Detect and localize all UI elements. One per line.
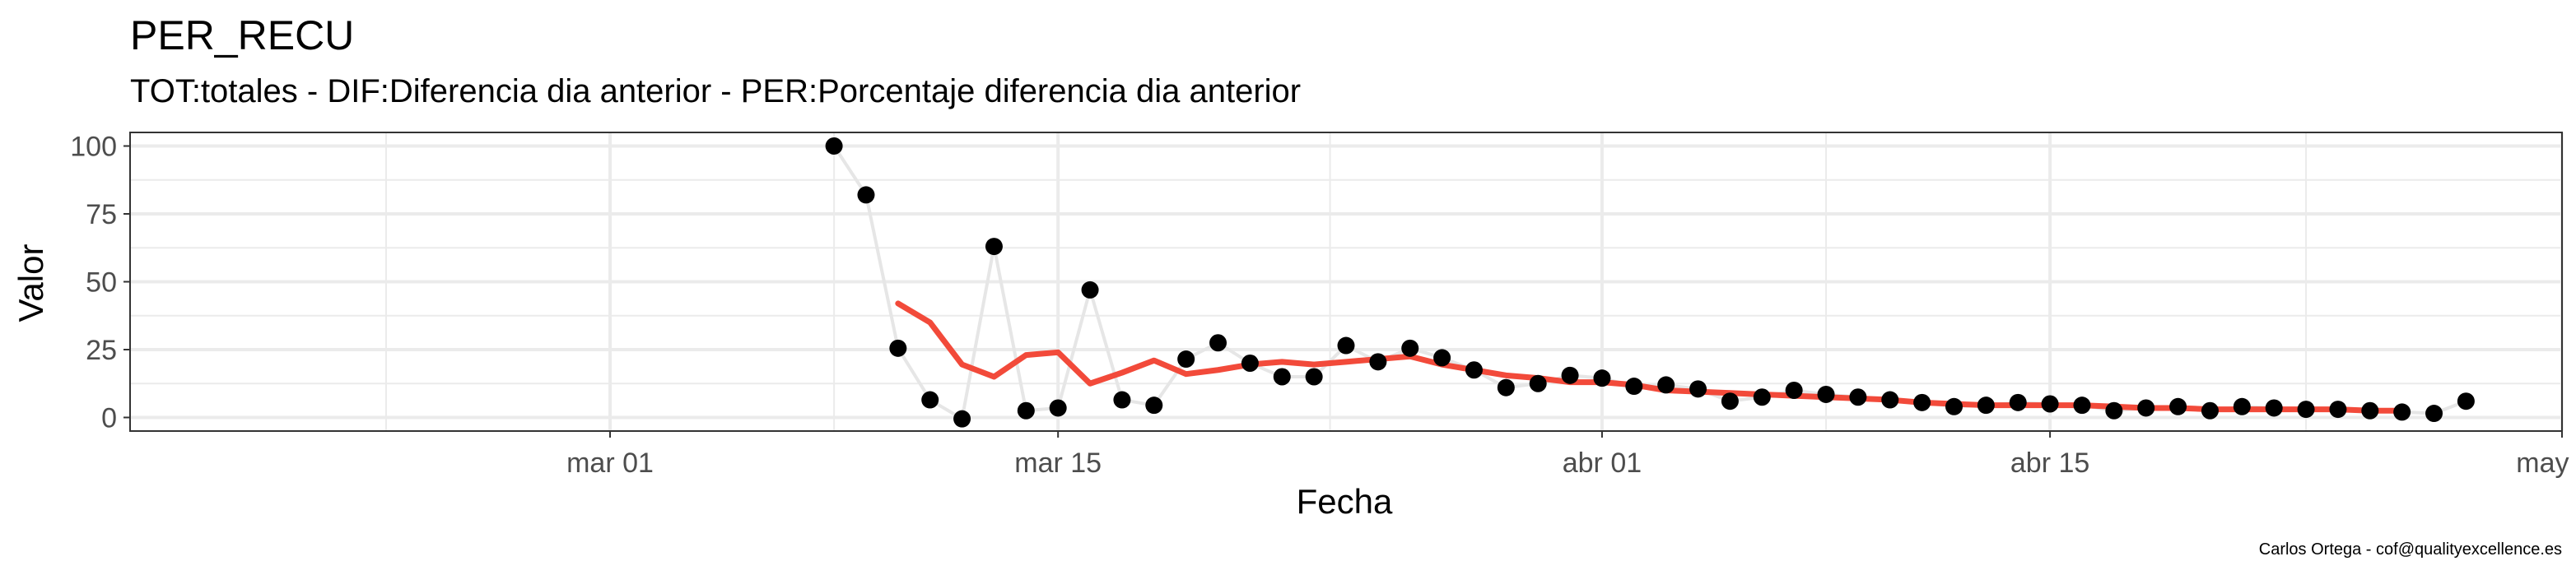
data-point [2041,395,2059,413]
data-point [1721,392,1739,410]
data-point [1017,401,1035,420]
data-point [1529,374,1547,392]
y-tick-label: 0 [101,403,117,434]
data-point [1657,376,1675,394]
y-axis: 0 25 50 75 100 [70,132,130,434]
data-point [857,186,875,204]
raw-series-points [825,137,2475,428]
y-tick-label: 100 [70,132,117,163]
data-point [1913,393,1931,411]
data-point [2329,401,2347,419]
chart-subtitle: TOT:totales - DIF:Diferencia dia anterio… [130,73,1301,109]
data-point [1209,334,1227,352]
data-point [1817,385,1835,403]
data-point [2201,401,2219,420]
data-point [1881,391,1899,409]
x-tick-label: abr 15 [2010,447,2089,479]
data-point [1433,349,1451,367]
plot-panel [129,132,2564,432]
data-point [1369,353,1387,371]
x-tick-label: may 01 [2516,447,2576,479]
chart-title: PER_RECU [130,12,354,58]
data-point [1593,369,1611,387]
data-point [1305,368,1323,386]
y-tick-label: 25 [86,335,117,366]
x-tick-label: abr 01 [1563,447,1642,479]
data-point [2425,405,2443,423]
data-point [985,238,1003,256]
chart-caption: Carlos Ortega - cof@qualityexcellence.es [2259,540,2562,559]
data-point [953,410,971,428]
y-axis-title: Valor [12,244,50,322]
data-point [2361,401,2379,420]
data-point [1689,380,1707,398]
data-point [1785,382,1803,399]
data-point [1177,350,1195,369]
data-point [1049,399,1067,417]
data-point [1625,378,1643,396]
grid-major [130,132,2564,431]
data-point [825,137,843,155]
data-point [889,339,907,357]
data-point [2073,396,2091,415]
data-point [1337,336,1355,355]
data-point [2233,397,2251,415]
x-axis-title: Fecha [1297,482,1393,521]
data-point [2105,401,2123,420]
data-point [2457,392,2475,410]
data-point [1241,355,1259,372]
data-point [1465,361,1483,379]
data-point [1561,366,1579,384]
x-axis: mar 01 mar 15 abr 01 abr 15 may 01 [566,431,2576,479]
data-point [1401,339,1419,357]
data-point [921,391,939,409]
grid-minor [130,132,2562,431]
data-point [2265,399,2283,417]
data-point [1273,368,1291,386]
data-point [1977,396,1995,415]
y-tick-label: 50 [86,267,117,299]
data-point [1497,378,1515,396]
x-tick-label: mar 15 [1014,447,1102,479]
data-point [1081,281,1099,299]
data-point [2393,403,2411,421]
data-point [2297,401,2315,419]
data-point [2169,397,2187,415]
data-point [2009,393,2027,411]
data-point [1113,391,1131,409]
y-tick-label: 75 [86,199,117,230]
data-point [2137,399,2155,417]
data-point [1849,388,1867,406]
data-point [1753,388,1771,406]
data-point [1145,396,1163,415]
data-point [1945,397,1963,415]
x-tick-label: mar 01 [566,447,654,479]
